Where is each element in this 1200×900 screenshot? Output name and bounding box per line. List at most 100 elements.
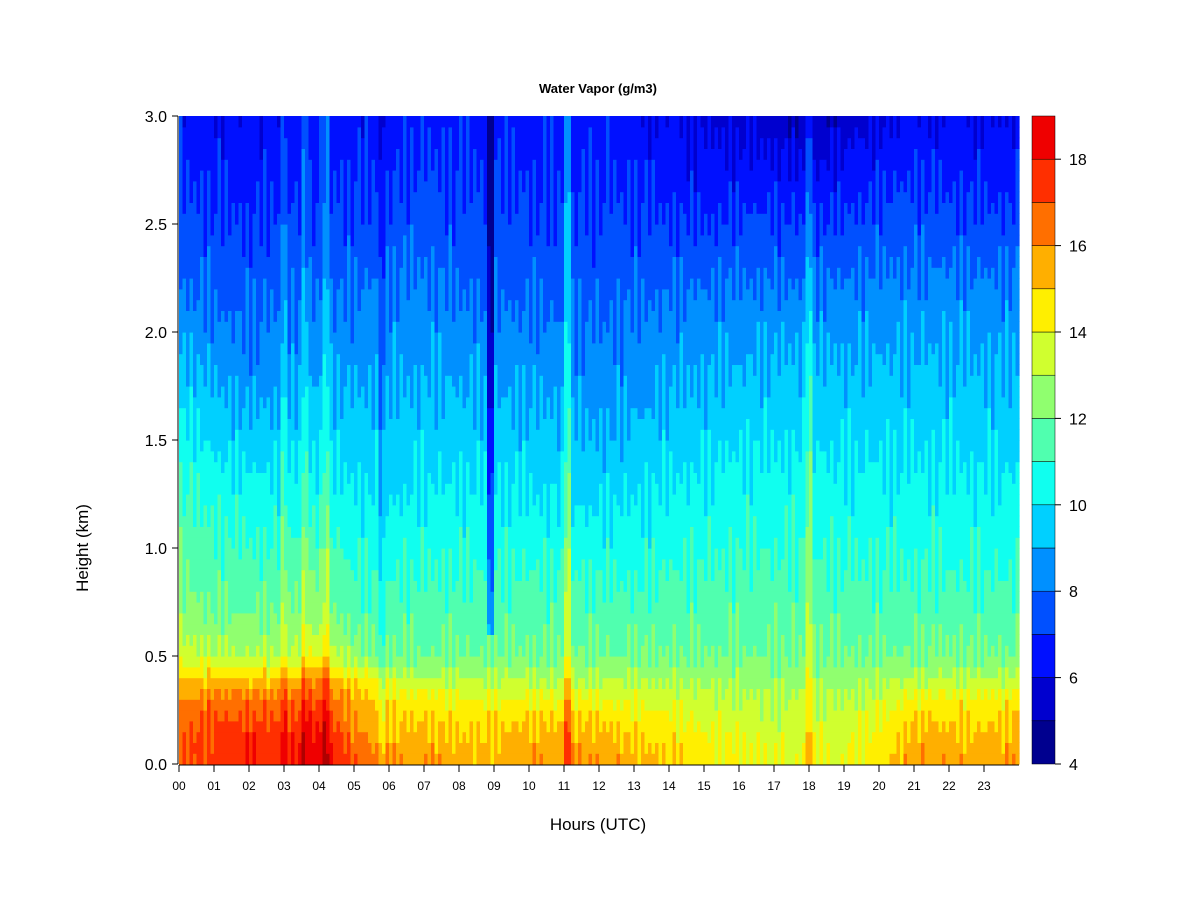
heatmap-cell [434,666,439,679]
heatmap-cell [294,170,299,182]
heatmap-cell [308,342,313,355]
heatmap-cell [350,267,355,279]
heatmap-cell [315,742,320,754]
heatmap-cell [298,504,303,517]
heatmap-cell [448,386,453,398]
heatmap-cell [424,634,429,646]
heatmap-cell [392,677,397,689]
heatmap-cell [301,396,306,409]
heatmap-cell [242,515,247,527]
heatmap-cell [462,386,467,398]
heatmap-cell [193,569,198,581]
heatmap-cell [228,591,233,603]
heatmap-cell [343,656,348,668]
heatmap-cell [378,569,383,581]
heatmap-cell [326,634,331,646]
heatmap-cell [371,526,376,538]
heatmap-cell [308,245,313,257]
heatmap-cell [263,450,268,463]
heatmap-cell [294,515,299,527]
heatmap-cell [413,148,418,160]
heatmap-cell [287,234,292,247]
heatmap-cell [235,483,240,495]
heatmap-cell [196,224,201,236]
heatmap-cell [235,288,240,301]
heatmap-cell [459,569,464,581]
heatmap-cell [336,515,341,527]
heatmap-cell [410,504,415,517]
heatmap-cell [217,278,222,290]
heatmap-cell [459,612,464,625]
heatmap-cell [252,116,257,128]
heatmap-cell [361,742,366,754]
heatmap-cell [242,699,247,711]
heatmap-cell [424,234,429,247]
heatmap-cell [455,720,460,733]
heatmap-cell [375,288,380,301]
heatmap-cell [427,256,432,268]
heatmap-cell [305,375,310,387]
heatmap-cell [210,310,215,322]
heatmap-cell [238,731,243,743]
heatmap-cell [242,224,247,236]
heatmap-cell [203,396,208,409]
heatmap-cell [270,472,275,484]
heatmap-cell [466,612,471,625]
heatmap-cell [319,710,324,722]
heatmap-cell [350,461,355,473]
heatmap-cell [179,353,184,365]
heatmap-cell [326,256,331,268]
heatmap-cell [445,742,450,754]
heatmap-cell [301,677,306,689]
heatmap-cell [459,256,464,268]
heatmap-cell [399,170,404,182]
heatmap-cell [305,180,310,193]
heatmap-cell [291,213,296,225]
heatmap-cell [462,191,467,203]
heatmap-cell [256,224,261,236]
heatmap-cell [396,234,401,247]
heatmap-cell [441,170,446,182]
heatmap-cell [270,213,275,225]
heatmap-cell [294,548,299,560]
heatmap-cell [179,623,184,635]
heatmap-cell [445,418,450,430]
heatmap-cell [406,407,411,419]
heatmap-cell [200,623,205,635]
heatmap-cell [263,742,268,754]
heatmap-cell [424,720,429,733]
heatmap-cell [361,591,366,603]
heatmap-cell [210,278,215,290]
heatmap-cell [420,407,425,419]
heatmap-cell [291,483,296,495]
heatmap-cell [420,364,425,376]
heatmap-cell [431,332,436,344]
heatmap-cell [445,710,450,722]
heatmap-cell [315,558,320,571]
heatmap-cell [256,299,261,311]
heatmap-cell [189,116,194,128]
heatmap-cell [459,418,464,430]
heatmap-cell [399,504,404,517]
heatmap-cell [259,126,264,139]
heatmap-cell [462,396,467,409]
heatmap-cell [413,321,418,333]
heatmap-cell [336,623,341,635]
heatmap-cell [263,224,268,236]
heatmap-cell [329,526,334,538]
heatmap-cell [228,656,233,668]
heatmap-cell [368,116,373,128]
heatmap-cell [382,472,387,484]
heatmap-cell [406,116,411,128]
heatmap-cell [413,342,418,355]
heatmap-cell [207,288,212,301]
heatmap-cell [308,386,313,398]
heatmap-cell [417,375,422,387]
heatmap-cell [242,634,247,646]
heatmap-cell [361,623,366,635]
heatmap-cell [382,116,387,128]
heatmap-cell [333,720,338,733]
heatmap-cell [235,418,240,430]
heatmap-cell [277,256,282,268]
heatmap-cell [319,407,324,419]
